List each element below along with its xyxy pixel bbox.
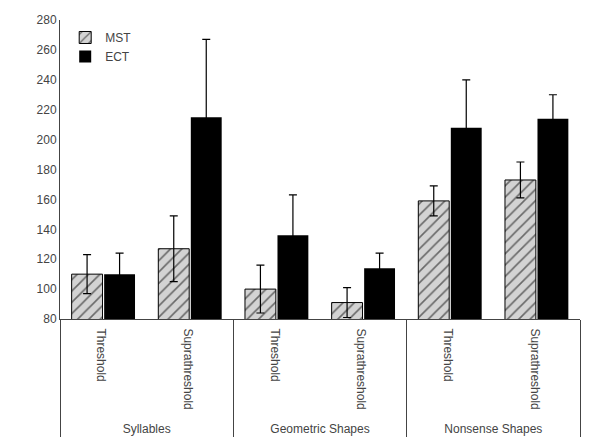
svg-text:200: 200 [37, 133, 57, 147]
svg-text:280: 280 [37, 13, 57, 27]
svg-text:Suprathreshold: Suprathreshold [354, 328, 368, 409]
svg-text:Threshold: Threshold [268, 328, 282, 381]
svg-text:240: 240 [37, 73, 57, 87]
svg-text:180: 180 [37, 163, 57, 177]
svg-text:MST: MST [105, 31, 131, 45]
svg-text:Syllables: Syllables [123, 422, 171, 436]
svg-text:Threshold: Threshold [94, 328, 108, 381]
svg-text:260: 260 [37, 43, 57, 57]
svg-text:80: 80 [43, 312, 57, 326]
svg-text:Threshold: Threshold [441, 328, 455, 381]
svg-text:100: 100 [37, 282, 57, 296]
svg-text:Suprathreshold: Suprathreshold [181, 328, 195, 409]
svg-text:140: 140 [37, 223, 57, 237]
svg-text:ECT: ECT [105, 50, 130, 64]
svg-text:Geometric Shapes: Geometric Shapes [270, 422, 369, 436]
svg-text:160: 160 [37, 193, 57, 207]
svg-text:Nonsense Shapes: Nonsense Shapes [444, 422, 542, 436]
svg-text:Suprathreshold: Suprathreshold [528, 328, 542, 409]
svg-text:220: 220 [37, 103, 57, 117]
svg-text:120: 120 [37, 252, 57, 266]
